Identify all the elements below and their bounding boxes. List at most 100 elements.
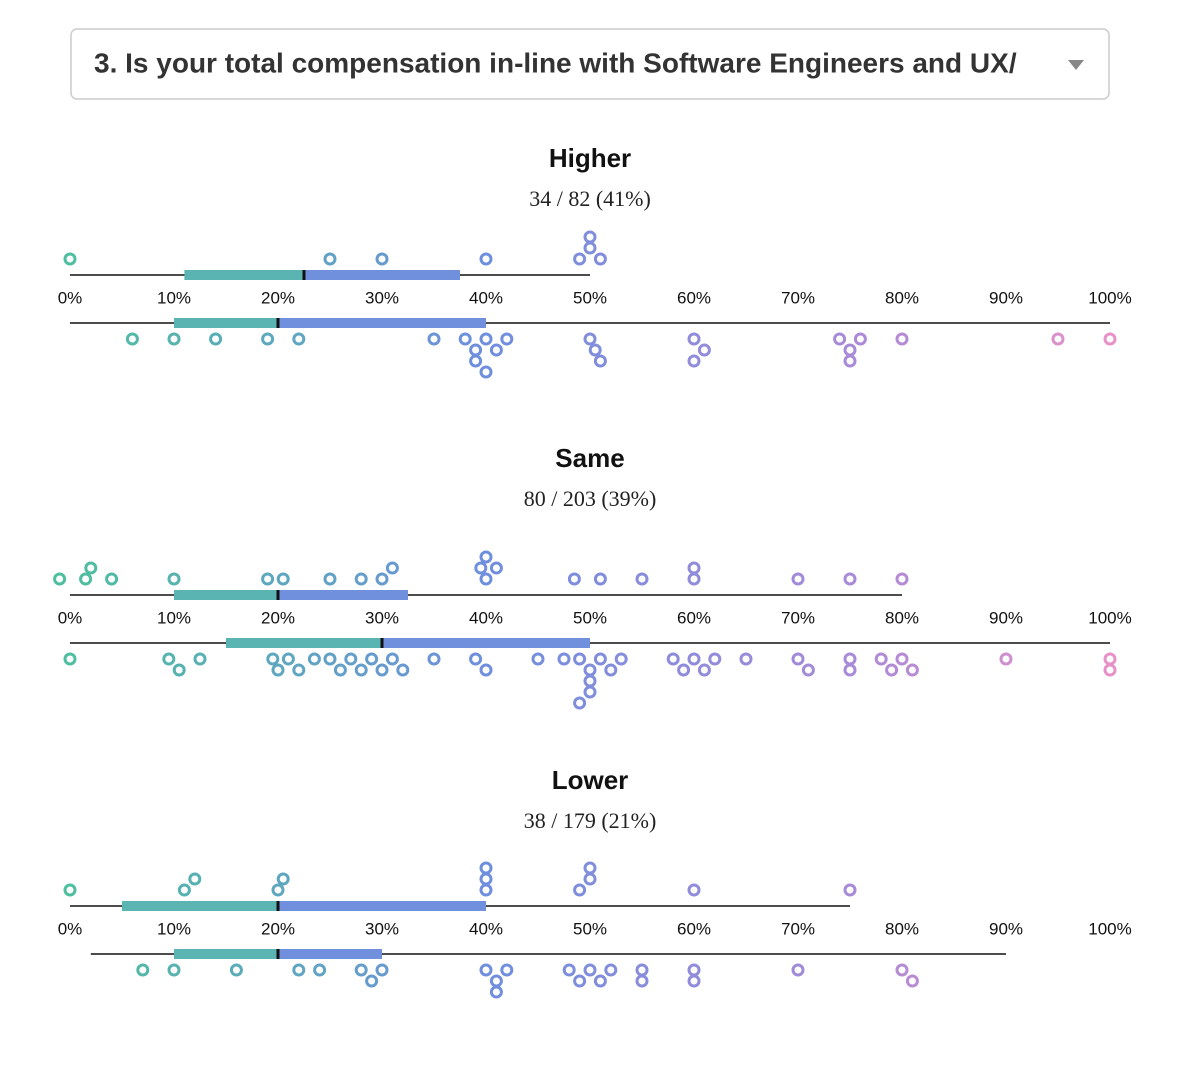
dot — [281, 652, 295, 666]
dot — [209, 332, 223, 346]
dot — [167, 332, 181, 346]
dot — [573, 652, 587, 666]
x-tick-label: 50% — [573, 608, 607, 627]
x-tick-label: 30% — [365, 608, 399, 627]
x-tick-label: 0% — [58, 608, 83, 627]
box-lower — [174, 318, 278, 328]
dot — [188, 872, 202, 886]
box-lower — [226, 638, 382, 648]
dot — [791, 572, 805, 586]
dot — [271, 663, 285, 677]
panel-subtitle: 80 / 203 (39%) — [524, 486, 657, 511]
box-upper — [278, 949, 382, 959]
panel-title: Same — [555, 443, 624, 473]
panel-subtitle: 34 / 82 (41%) — [529, 186, 651, 211]
dot — [604, 663, 618, 677]
dot — [323, 252, 337, 266]
dot — [895, 963, 909, 977]
dot — [375, 252, 389, 266]
dot — [167, 963, 181, 977]
dot — [801, 663, 815, 677]
x-tick-label: 70% — [781, 288, 815, 307]
dot — [479, 332, 493, 346]
dot — [573, 883, 587, 897]
dot — [999, 652, 1013, 666]
x-tick-label: 50% — [573, 288, 607, 307]
dot — [375, 963, 389, 977]
box-lower — [174, 949, 278, 959]
dot — [583, 872, 597, 886]
dot — [843, 354, 857, 368]
x-tick-label: 90% — [989, 288, 1023, 307]
dot — [1051, 332, 1065, 346]
dot — [469, 343, 483, 357]
dot — [604, 963, 618, 977]
dot — [687, 963, 701, 977]
x-tick-label: 80% — [885, 608, 919, 627]
dot — [479, 365, 493, 379]
dot — [791, 963, 805, 977]
dot — [687, 561, 701, 575]
dot — [276, 572, 290, 586]
dot — [885, 663, 899, 677]
box-upper — [278, 590, 408, 600]
median-mark — [276, 901, 280, 911]
dot — [583, 663, 597, 677]
x-tick-label: 20% — [261, 919, 295, 938]
dropdown-arrow — [1068, 60, 1084, 70]
dot — [567, 572, 581, 586]
x-tick-label: 90% — [989, 608, 1023, 627]
x-tick-label: 90% — [989, 919, 1023, 938]
dot — [489, 985, 503, 999]
dot — [458, 332, 472, 346]
dot — [905, 663, 919, 677]
median-mark — [302, 270, 306, 280]
x-tick-label: 80% — [885, 919, 919, 938]
dot — [614, 652, 628, 666]
dot — [193, 652, 207, 666]
dot — [354, 963, 368, 977]
panel-title: Higher — [549, 143, 631, 173]
dot — [583, 332, 597, 346]
dot — [557, 652, 571, 666]
dot — [53, 572, 67, 586]
dot — [666, 652, 680, 666]
dot — [593, 354, 607, 368]
median-mark — [276, 318, 280, 328]
dot — [292, 332, 306, 346]
median-mark — [276, 590, 280, 600]
dot — [895, 652, 909, 666]
dot — [479, 550, 493, 564]
dot — [63, 252, 77, 266]
dot — [687, 652, 701, 666]
dot — [489, 974, 503, 988]
dot — [583, 674, 597, 688]
dot — [593, 652, 607, 666]
dot — [697, 343, 711, 357]
x-tick-label: 10% — [157, 919, 191, 938]
dot — [469, 652, 483, 666]
question-dropdown[interactable] — [70, 28, 1110, 100]
dot — [385, 652, 399, 666]
dot — [843, 343, 857, 357]
dot — [853, 332, 867, 346]
dot — [313, 963, 327, 977]
panel-subtitle: 38 / 179 (21%) — [524, 808, 657, 833]
dot — [489, 561, 503, 575]
dot — [125, 332, 139, 346]
dot — [229, 963, 243, 977]
x-tick-label: 60% — [677, 288, 711, 307]
dot — [843, 652, 857, 666]
x-tick-label: 70% — [781, 608, 815, 627]
dot — [895, 332, 909, 346]
dot — [583, 241, 597, 255]
dot — [167, 572, 181, 586]
dot — [385, 561, 399, 575]
dot — [261, 332, 275, 346]
median-mark — [276, 949, 280, 959]
box-upper — [278, 901, 486, 911]
dot — [479, 252, 493, 266]
x-tick-label: 10% — [157, 288, 191, 307]
x-tick-label: 80% — [885, 288, 919, 307]
x-tick-label: 20% — [261, 288, 295, 307]
